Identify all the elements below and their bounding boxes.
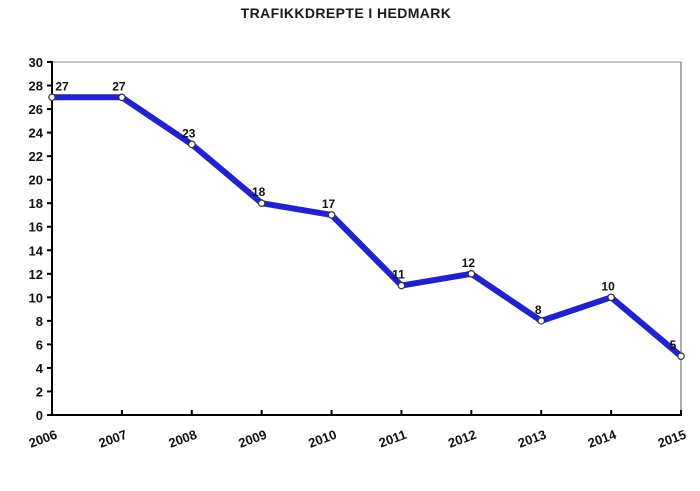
- series-line: [49, 94, 684, 360]
- data-point-marker: [327, 211, 336, 219]
- y-tick-label: 4: [36, 361, 44, 376]
- x-tick-label: 2010: [306, 427, 338, 451]
- data-point-label: 10: [601, 279, 615, 293]
- y-tick-label: 8: [36, 314, 43, 329]
- y-tick-label: 12: [29, 267, 43, 282]
- data-point-label: 5: [670, 338, 677, 352]
- y-tick-label: 18: [29, 196, 43, 211]
- data-point-label: 12: [462, 256, 476, 270]
- data-point-label: 17: [322, 197, 336, 211]
- y-tick-label: 6: [36, 337, 43, 352]
- x-tick-label: 2012: [446, 427, 478, 451]
- y-tick-label: 22: [29, 149, 43, 164]
- y-tick-label: 14: [29, 243, 44, 258]
- data-point-label: 18: [252, 185, 266, 199]
- data-point-marker: [118, 93, 126, 102]
- chart-title: TRAFIKKDREPTE I HEDMARK: [240, 5, 452, 21]
- x-tick-label: 2014: [586, 426, 619, 450]
- data-point-marker: [48, 93, 56, 102]
- y-tick-label: 10: [29, 290, 43, 305]
- data-line: [49, 94, 684, 360]
- x-tick-label: 2015: [656, 427, 688, 451]
- x-tick-label: 2006: [27, 427, 59, 451]
- y-tick-label: 2: [36, 384, 43, 399]
- data-point-label: 8: [535, 303, 542, 317]
- y-tick-label: 24: [29, 126, 44, 141]
- data-point-marker: [397, 281, 406, 290]
- y-tick-label: 20: [29, 173, 43, 188]
- y-tick-label: 16: [29, 220, 43, 235]
- x-tick-label: 2008: [166, 427, 198, 451]
- y-tick-label: 28: [29, 79, 43, 94]
- y-tick-label: 0: [36, 408, 43, 423]
- data-point-marker: [677, 352, 685, 360]
- x-tick-label: 2011: [377, 427, 409, 451]
- y-tick-label: 26: [29, 102, 43, 117]
- data-point-marker: [537, 317, 546, 325]
- y-tick-label: 30: [29, 55, 43, 70]
- x-tick-label: 2007: [97, 427, 129, 451]
- x-tick-label: 2013: [516, 427, 548, 451]
- x-axis-ticks: 2006 2007 2008 2009 2010 2011 2012 2013 2014 2015: [27, 410, 688, 451]
- data-point-marker: [607, 293, 615, 302]
- data-point-label: 11: [392, 268, 405, 282]
- data-markers: [48, 93, 685, 360]
- data-point-label: 27: [112, 79, 126, 93]
- data-point-label: 23: [182, 126, 196, 140]
- data-point-label: 27: [55, 79, 69, 93]
- data-labels: 27 27 23 18 17 11 12 8 10 5: [55, 79, 676, 352]
- data-point-marker: [257, 199, 266, 208]
- axes: [51, 61, 682, 416]
- x-tick-label: 2009: [236, 427, 268, 451]
- data-point-marker: [467, 269, 476, 278]
- data-point-marker: [187, 140, 196, 149]
